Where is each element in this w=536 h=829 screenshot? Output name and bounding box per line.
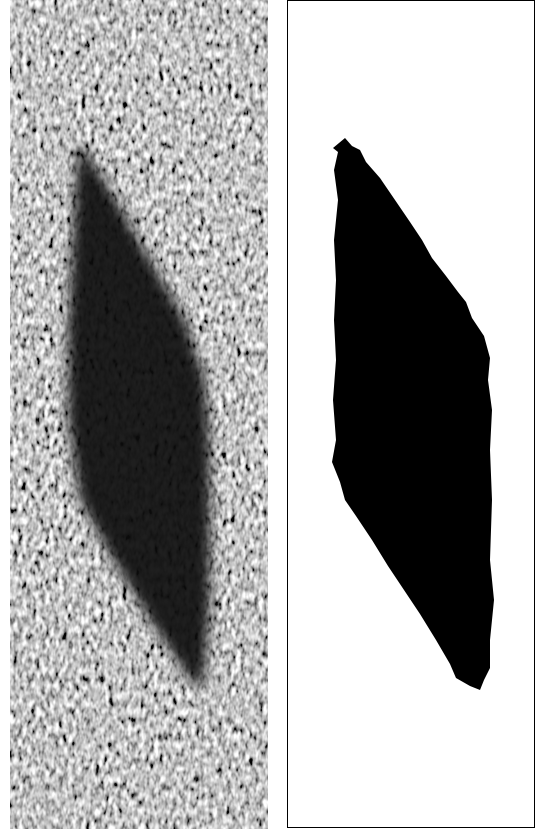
segmentation-mask: [288, 1, 535, 828]
ultrasound-image: [10, 0, 268, 829]
